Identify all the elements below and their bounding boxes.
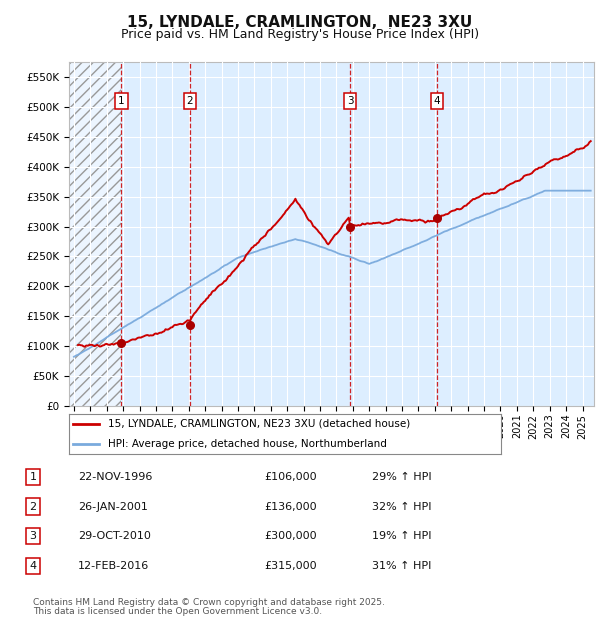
Text: 4: 4: [434, 96, 440, 106]
Text: 26-JAN-2001: 26-JAN-2001: [78, 502, 148, 512]
Text: 15, LYNDALE, CRAMLINGTON,  NE23 3XU: 15, LYNDALE, CRAMLINGTON, NE23 3XU: [127, 16, 473, 30]
Text: 2: 2: [29, 502, 37, 512]
Bar: [69, 62, 121, 406]
Text: 4: 4: [29, 561, 37, 571]
Bar: [69, 62, 121, 406]
Text: 29-OCT-2010: 29-OCT-2010: [78, 531, 151, 541]
Text: 15, LYNDALE, CRAMLINGTON, NE23 3XU (detached house): 15, LYNDALE, CRAMLINGTON, NE23 3XU (deta…: [108, 418, 410, 428]
Text: Contains HM Land Registry data © Crown copyright and database right 2025.: Contains HM Land Registry data © Crown c…: [33, 598, 385, 607]
Text: 12-FEB-2016: 12-FEB-2016: [78, 561, 149, 571]
Text: This data is licensed under the Open Government Licence v3.0.: This data is licensed under the Open Gov…: [33, 608, 322, 616]
Text: 1: 1: [29, 472, 37, 482]
Text: £106,000: £106,000: [264, 472, 317, 482]
Text: Price paid vs. HM Land Registry's House Price Index (HPI): Price paid vs. HM Land Registry's House …: [121, 29, 479, 41]
Text: £136,000: £136,000: [264, 502, 317, 512]
Text: 3: 3: [29, 531, 37, 541]
Text: 32% ↑ HPI: 32% ↑ HPI: [372, 502, 431, 512]
Text: HPI: Average price, detached house, Northumberland: HPI: Average price, detached house, Nort…: [108, 439, 387, 449]
Text: 31% ↑ HPI: 31% ↑ HPI: [372, 561, 431, 571]
Text: 1: 1: [118, 96, 125, 106]
Text: 29% ↑ HPI: 29% ↑ HPI: [372, 472, 431, 482]
Text: 3: 3: [347, 96, 353, 106]
Text: 19% ↑ HPI: 19% ↑ HPI: [372, 531, 431, 541]
Text: 2: 2: [187, 96, 193, 106]
Text: £300,000: £300,000: [264, 531, 317, 541]
Text: 22-NOV-1996: 22-NOV-1996: [78, 472, 152, 482]
Text: £315,000: £315,000: [264, 561, 317, 571]
